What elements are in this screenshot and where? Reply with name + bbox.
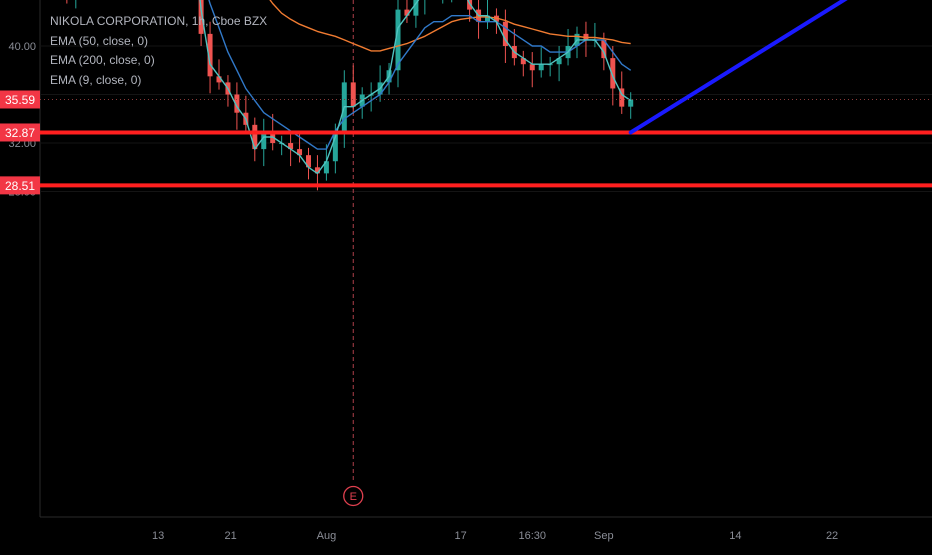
x-tick-label: 14	[729, 530, 741, 542]
y-tick-label: 40.00	[8, 41, 36, 53]
candle-body	[485, 15, 490, 22]
earnings-marker[interactable]: E	[343, 485, 364, 507]
x-tick-label: Aug	[317, 530, 337, 542]
ema-200-line	[269, 0, 631, 52]
price-tag-current-bg	[0, 90, 40, 109]
price-tags: 35.59 32.87 28.51	[0, 90, 40, 195]
projection-arrow[interactable]	[628, 0, 926, 135]
candle-body	[323, 161, 329, 174]
candle-body	[216, 76, 222, 83]
earnings-marker-label: E	[350, 491, 357, 503]
candle-body	[207, 33, 213, 77]
x-tick-label: 13	[152, 530, 164, 542]
legend-ema-200[interactable]: EMA (200, close, 0)	[50, 53, 155, 67]
price-tag-support-low: 28.51	[5, 179, 35, 193]
legend-ema-50[interactable]: EMA (50, close, 0)	[50, 33, 149, 48]
x-tick-label: Sep	[594, 530, 614, 542]
candle-body	[538, 64, 544, 71]
candle-body	[306, 155, 311, 168]
x-tick-label: 16:30	[518, 530, 546, 542]
symbol-title[interactable]: NIKOLA CORPORATION, 1h, Cboe BZX	[50, 14, 268, 28]
x-tick-label: 22	[826, 530, 838, 542]
candle-body	[520, 58, 526, 65]
x-tick-label: 21	[225, 530, 237, 542]
price-tag-support-high: 32.87	[5, 126, 35, 140]
candle-body	[619, 88, 625, 107]
chart-legend: NIKOLA CORPORATION, 1h, Cboe BZX EMA (50…	[50, 12, 267, 90]
support-levels[interactable]	[40, 98, 932, 188]
candle-body	[332, 130, 338, 162]
candle-body	[413, 0, 419, 16]
candle-body	[529, 64, 535, 71]
candle-body	[395, 9, 401, 71]
price-tag-current: 35.59	[5, 93, 35, 107]
candle-body	[234, 94, 240, 113]
candle-body	[404, 9, 410, 16]
candle-body	[467, 0, 473, 10]
candle-body	[288, 143, 294, 150]
grid	[39, 0, 932, 518]
candle-body	[297, 149, 303, 156]
candle-body	[350, 82, 356, 107]
candle-body	[252, 124, 258, 150]
x-tick-label: 17	[455, 530, 467, 542]
ema-9-line	[199, 0, 632, 175]
candle-body	[601, 39, 607, 59]
candle-body	[261, 130, 267, 150]
earnings-marker-circle[interactable]	[343, 485, 364, 507]
projection-arrow-shaft[interactable]	[628, 0, 926, 135]
price-tag-support-high-bg	[0, 123, 40, 142]
candle-body	[314, 167, 320, 174]
candle-body	[198, 0, 204, 34]
legend-ema-9[interactable]: EMA (9, close, 0)	[50, 72, 142, 87]
candle-body	[556, 58, 562, 65]
candle-body	[628, 99, 634, 107]
candle-body	[502, 21, 508, 46]
candle-body	[610, 58, 616, 89]
price-tag-support-low-bg	[0, 176, 40, 195]
